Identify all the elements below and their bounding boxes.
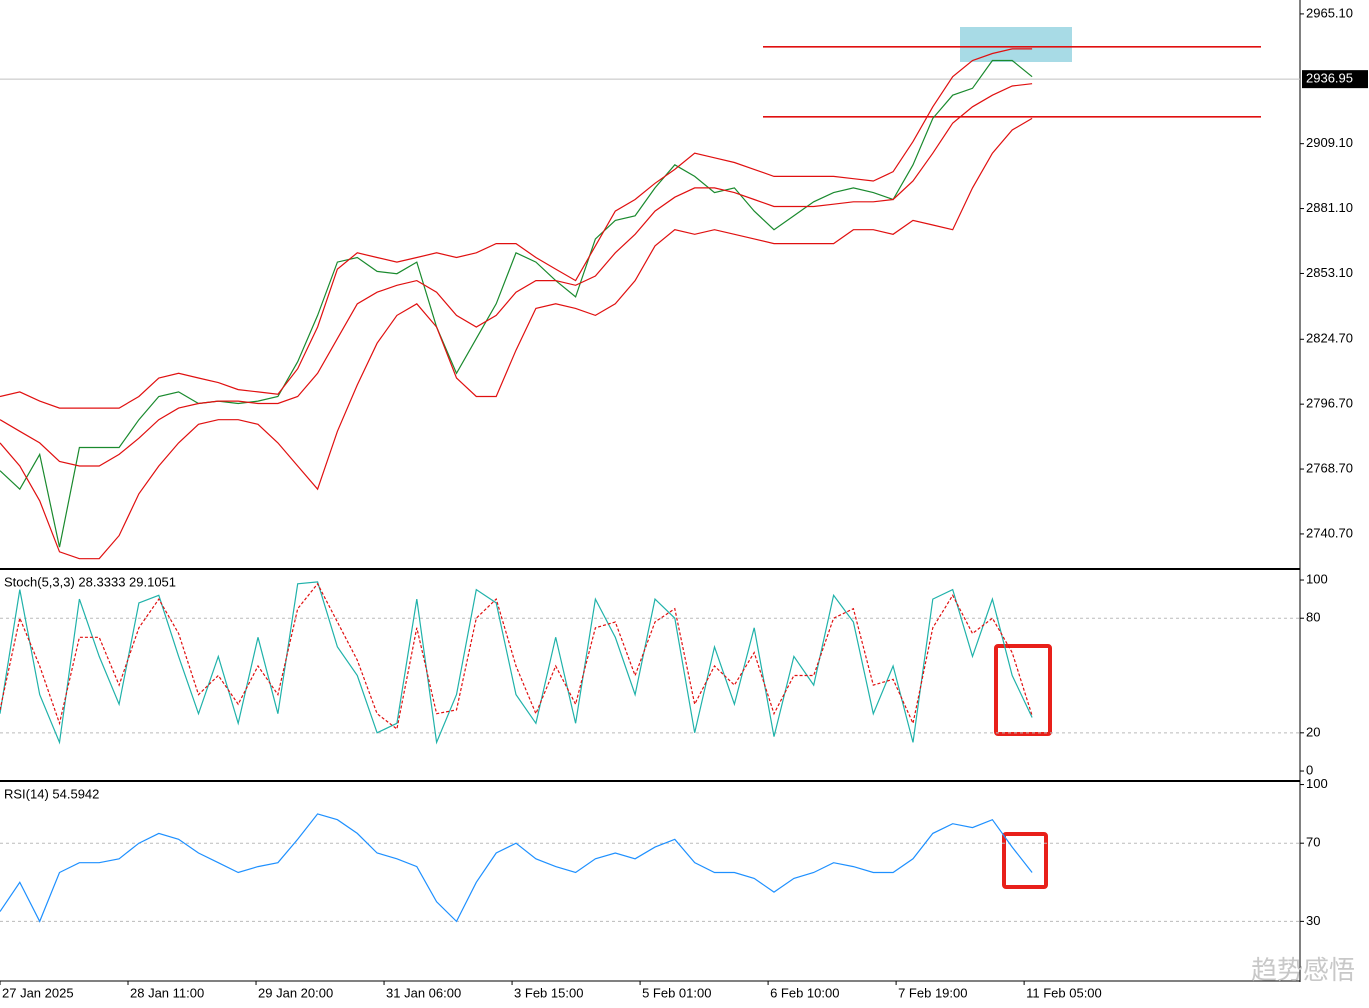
y-tick-label: 2853.10 — [1306, 265, 1353, 280]
highlight-zone — [960, 27, 1072, 62]
y-tick-label: 2740.70 — [1306, 525, 1353, 540]
x-tick-label: 7 Feb 19:00 — [898, 985, 967, 1000]
y-tick-label: 2965.10 — [1306, 5, 1353, 20]
y-tick-label: 2796.70 — [1306, 396, 1353, 411]
x-tick-label: 6 Feb 10:00 — [770, 985, 839, 1000]
y-tick-label: 80 — [1306, 610, 1320, 625]
series-line — [0, 813, 1033, 923]
series-line — [0, 117, 1033, 560]
stoch-highlight-box — [994, 644, 1052, 736]
y-tick-label: 70 — [1306, 835, 1320, 850]
y-tick-label: 100 — [1306, 776, 1328, 791]
current-price-label: 2936.95 — [1306, 71, 1353, 86]
series-line — [0, 83, 1033, 467]
current-price-box — [1302, 70, 1368, 89]
y-tick-label: 20 — [1306, 724, 1320, 739]
x-tick-label: 5 Feb 01:00 — [642, 985, 711, 1000]
y-tick-label: 100 — [1306, 571, 1328, 586]
series-line — [0, 582, 1033, 731]
rsi-highlight-box — [1002, 832, 1048, 889]
x-tick-label: 11 Feb 05:00 — [1026, 985, 1102, 1000]
series-line — [0, 48, 1033, 409]
y-tick-label: 2768.70 — [1306, 460, 1353, 475]
x-tick-label: 28 Jan 11:00 — [130, 985, 204, 1000]
series-line — [0, 581, 1033, 745]
x-tick-label: 3 Feb 15:00 — [514, 985, 583, 1000]
watermark: 趋势感悟 — [1251, 955, 1355, 985]
x-tick-label: 31 Jan 06:00 — [386, 985, 461, 1000]
y-tick-label: 0 — [1306, 762, 1313, 777]
x-tick-label: 29 Jan 20:00 — [258, 985, 333, 1000]
y-tick-label: 2909.10 — [1306, 135, 1353, 150]
series-line — [0, 59, 1033, 548]
y-tick-label: 30 — [1306, 913, 1320, 928]
x-tick-label: 27 Jan 2025 — [2, 985, 74, 1000]
stoch-title: Stoch(5,3,3) 28.3333 29.1051 — [4, 574, 176, 589]
rsi-title: RSI(14) 54.5942 — [4, 786, 99, 801]
y-tick-label: 2824.70 — [1306, 331, 1353, 346]
y-tick-label: 2881.10 — [1306, 200, 1353, 215]
